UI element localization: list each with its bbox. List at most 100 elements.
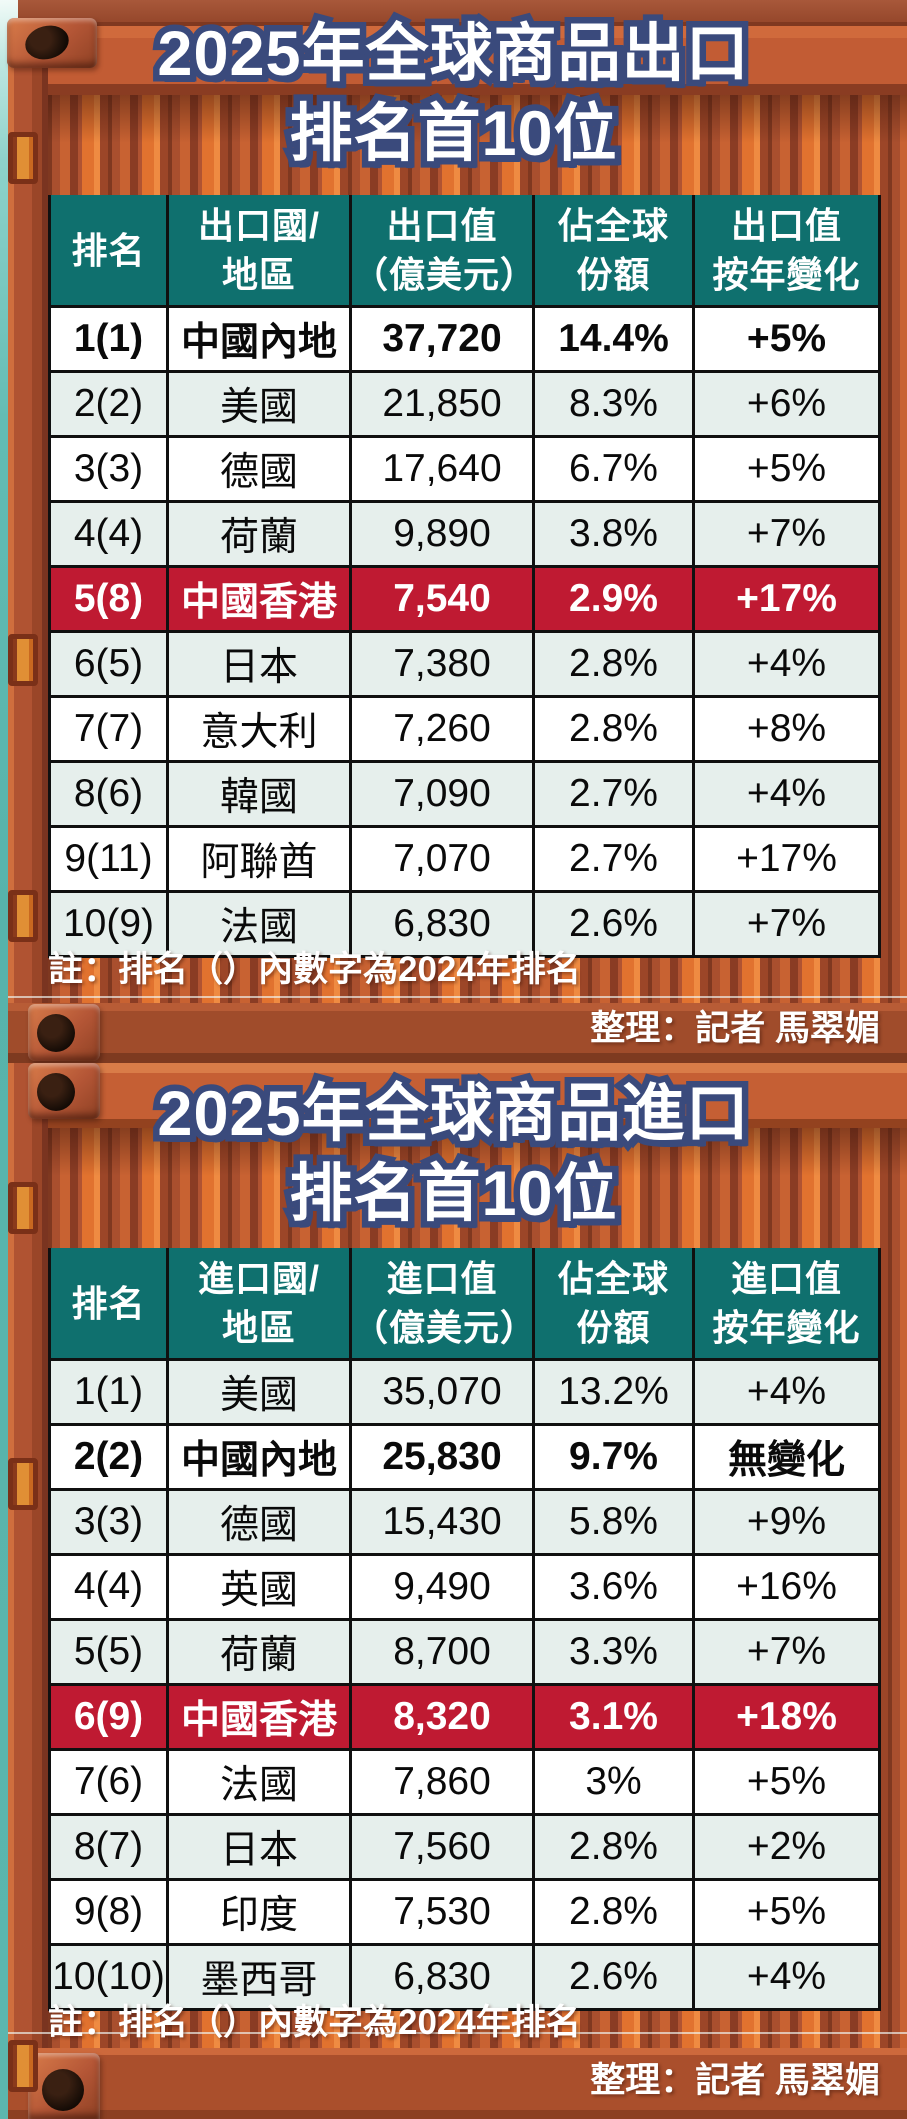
- cell-change: +9%: [692, 1488, 881, 1556]
- cell-region: 墨西哥: [166, 1943, 352, 2011]
- cell-change: +17%: [692, 825, 881, 893]
- table-row: 1(1) 美國 35,070 13.2% +4%: [48, 1358, 881, 1426]
- cell-region: 中國香港: [166, 565, 352, 633]
- import-title-line2: 排名首10位 排名首10位: [0, 1153, 907, 1236]
- table-row: 3(3) 德國 15,430 5.8% +9%: [48, 1488, 881, 1556]
- cell-share: 3.1%: [532, 1683, 695, 1751]
- col-header-region: 進口國/地區: [166, 1248, 352, 1361]
- container-seam-highlight: [8, 996, 907, 998]
- export-title-line1: 2025年全球商品出口 2025年全球商品出口: [0, 13, 907, 96]
- table-row: 5(5) 荷蘭 8,700 3.3% +7%: [48, 1618, 881, 1686]
- col-header-rank: 排名: [48, 195, 169, 308]
- table-row: 7(6) 法國 7,860 3% +5%: [48, 1748, 881, 1816]
- cell-region: 印度: [166, 1878, 352, 1946]
- cell-value: 7,260: [349, 695, 535, 763]
- title-text: 排名首10位: [289, 99, 618, 169]
- cell-region: 中國內地: [166, 305, 352, 373]
- cell-share: 13.2%: [532, 1358, 695, 1426]
- cell-rank: 1(1): [48, 1358, 169, 1426]
- cell-rank: 10(10): [48, 1943, 169, 2011]
- table-row: 9(11) 阿聯酋 7,070 2.7% +17%: [48, 825, 881, 893]
- cell-value: 6,830: [349, 1943, 535, 2011]
- cell-rank: 1(1): [48, 305, 169, 373]
- col-header-change: 出口值 按年變化: [692, 195, 881, 308]
- cell-change: +7%: [692, 1618, 881, 1686]
- hinge-lug-icon: [8, 890, 38, 942]
- cell-share: 3.8%: [532, 500, 695, 568]
- table-row: 9(8) 印度 7,530 2.8% +5%: [48, 1878, 881, 1946]
- cell-change: +5%: [692, 1748, 881, 1816]
- container-seam-highlight: [8, 2032, 907, 2034]
- cell-change: +4%: [692, 760, 881, 828]
- col-header-rank: 排名: [48, 1248, 169, 1361]
- hinge-lug-icon: [8, 2040, 38, 2092]
- cell-region: 德國: [166, 1488, 352, 1556]
- cell-region: 美國: [166, 370, 352, 438]
- cell-rank: 5(5): [48, 1618, 169, 1686]
- cell-value: 7,090: [349, 760, 535, 828]
- title-outline: 2025年全球商品出口: [151, 13, 755, 96]
- import-note: 註：排名（）內數字為2024年排名: [48, 2003, 581, 2042]
- table-row: 10(10) 墨西哥 6,830 2.6% +4%: [48, 1943, 881, 2011]
- cell-region: 德國: [166, 435, 352, 503]
- hinge-lug-icon: [8, 1458, 38, 1510]
- cell-rank: 2(2): [48, 1423, 169, 1491]
- title-outline: 2025年全球商品進口: [151, 1073, 755, 1156]
- container2-left-rail: [8, 1063, 48, 2119]
- import-ranking-table: 排名 進口國/地區 進口值 （億美元） 佔全球 份額 進口值 按年變化 1(1) 美國 3…: [48, 1248, 881, 2011]
- export-header-row: 排名 出口國/地區 出口值 （億美元） 佔全球 份額 出口值 按年變化: [48, 195, 881, 308]
- cell-change: +7%: [692, 890, 881, 958]
- cell-change: +5%: [692, 435, 881, 503]
- cell-region: 日本: [166, 630, 352, 698]
- table-row: 6(5) 日本 7,380 2.8% +4%: [48, 630, 881, 698]
- cell-rank: 8(6): [48, 760, 169, 828]
- table-row: 7(7) 意大利 7,260 2.8% +8%: [48, 695, 881, 763]
- cell-change: +6%: [692, 370, 881, 438]
- cell-change: +5%: [692, 1878, 881, 1946]
- cell-change: +2%: [692, 1813, 881, 1881]
- cell-value: 7,530: [349, 1878, 535, 1946]
- cell-value: 25,830: [349, 1423, 535, 1491]
- cell-value: 7,540: [349, 565, 535, 633]
- table-row: 5(8) 中國香港 7,540 2.9% +17%: [48, 565, 881, 633]
- cell-region: 美國: [166, 1358, 352, 1426]
- container2-bottom-rail: [8, 2048, 907, 2119]
- cell-value: 7,860: [349, 1748, 535, 1816]
- col-header-region: 出口國/地區: [166, 195, 352, 308]
- cell-share: 14.4%: [532, 305, 695, 373]
- cell-share: 2.7%: [532, 760, 695, 828]
- title-text: 排名首10位: [289, 1159, 618, 1229]
- cell-share: 3.3%: [532, 1618, 695, 1686]
- cell-share: 2.8%: [532, 630, 695, 698]
- cell-change: +7%: [692, 500, 881, 568]
- cell-change: +5%: [692, 305, 881, 373]
- cell-rank: 10(9): [48, 890, 169, 958]
- corner-casting-icon: [7, 18, 97, 68]
- container-roof-edge: [18, 0, 907, 24]
- table-row: 4(4) 荷蘭 9,890 3.8% +7%: [48, 500, 881, 568]
- cell-rank: 3(3): [48, 1488, 169, 1556]
- cell-region: 阿聯酋: [166, 825, 352, 893]
- export-title: 2025年全球商品出口 2025年全球商品出口 排名首10位 排名首10位: [0, 13, 907, 176]
- table-row: 3(3) 德國 17,640 6.7% +5%: [48, 435, 881, 503]
- table-row: 8(6) 韓國 7,090 2.7% +4%: [48, 760, 881, 828]
- cell-change: +17%: [692, 565, 881, 633]
- cell-region: 法國: [166, 1748, 352, 1816]
- cell-rank: 4(4): [48, 500, 169, 568]
- cell-change: +18%: [692, 1683, 881, 1751]
- cell-value: 7,380: [349, 630, 535, 698]
- cell-share: 2.9%: [532, 565, 695, 633]
- cell-region: 韓國: [166, 760, 352, 828]
- cell-value: 15,430: [349, 1488, 535, 1556]
- cell-rank: 6(9): [48, 1683, 169, 1751]
- cell-value: 7,070: [349, 825, 535, 893]
- hinge-lug-icon: [8, 634, 38, 686]
- col-header-change: 進口值 按年變化: [692, 1248, 881, 1361]
- cell-region: 法國: [166, 890, 352, 958]
- cell-share: 2.6%: [532, 1943, 695, 2011]
- cell-value: 9,490: [349, 1553, 535, 1621]
- cell-rank: 9(11): [48, 825, 169, 893]
- container1-top-rail: [8, 22, 907, 95]
- casting-hole-icon: [42, 2069, 84, 2111]
- cell-value: 17,640: [349, 435, 535, 503]
